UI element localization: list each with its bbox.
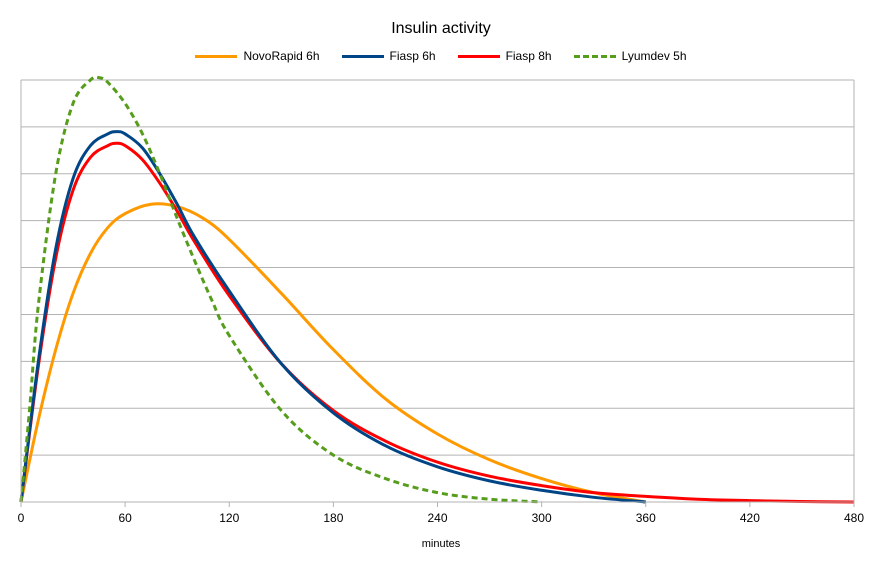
x-tick-label: 240 — [427, 511, 447, 525]
legend-label: Fiasp 8h — [505, 49, 552, 63]
series-line-lyumdev-5h — [19, 75, 542, 504]
legend-swatch — [341, 54, 384, 58]
legend-label: Lyumdev 5h — [621, 49, 687, 63]
legend-swatch — [195, 54, 238, 58]
x-tick-label: 120 — [219, 511, 239, 525]
x-tick-label: 60 — [118, 511, 132, 525]
x-tick-label: 420 — [740, 511, 760, 525]
gridlines — [21, 79, 854, 456]
x-tick-label: 180 — [323, 511, 343, 525]
series-line-fiasp-6h — [19, 130, 646, 504]
x-tick-label: 360 — [636, 511, 656, 525]
legend-swatch — [457, 54, 500, 58]
legend-item-novorapid-6h: NovoRapid 6h — [195, 49, 320, 63]
x-tick-label: 0 — [18, 511, 25, 525]
legend-item-lyumdev-5h: Lyumdev 5h — [573, 49, 687, 63]
x-axis-label: minutes — [421, 538, 461, 550]
legend: NovoRapid 6h Fiasp 6h Fiasp 8h Lyumdev 5h — [0, 49, 882, 63]
series-lines — [19, 75, 855, 504]
chart-title: Insulin activity — [391, 20, 491, 37]
legend-label: NovoRapid 6h — [243, 49, 320, 63]
legend-swatch — [573, 54, 616, 58]
x-tick-label: 300 — [532, 511, 552, 525]
legend-label: Fiasp 6h — [389, 49, 436, 63]
series-line-fiasp-8h — [19, 141, 855, 504]
series-line-novorapid-6h — [19, 202, 647, 504]
x-tick-label: 480 — [844, 511, 864, 525]
legend-item-fiasp-6h: Fiasp 6h — [341, 49, 436, 63]
x-tick-labels: 0 60 120 180 240 300 360 420 480 — [18, 502, 864, 525]
legend-item-fiasp-8h: Fiasp 8h — [457, 49, 552, 63]
